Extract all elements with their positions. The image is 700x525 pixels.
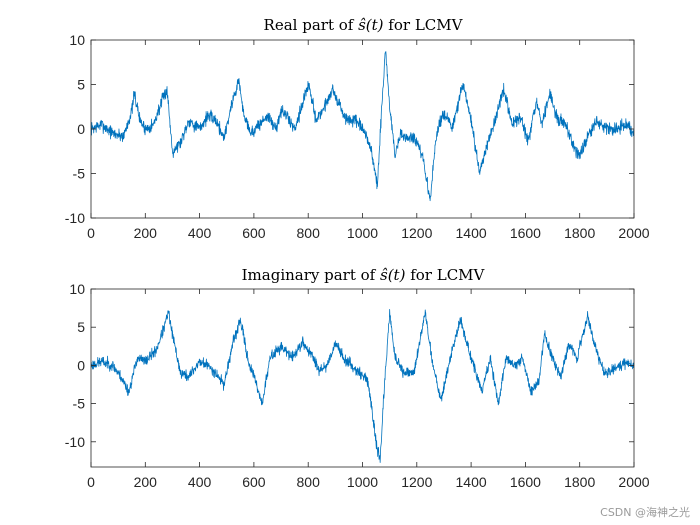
real-part-plot: Real part of ŝ(t) for LCMV 0 200 400 600 800… <box>65 16 650 241</box>
x-tick-label: 800 <box>297 225 321 241</box>
y-tick-label: 5 <box>77 319 85 335</box>
x-tick-label: 2000 <box>618 225 649 241</box>
x-tick-label: 2000 <box>618 474 649 490</box>
y-tick-label: 0 <box>77 357 85 373</box>
x-tick-label: 0 <box>87 225 95 241</box>
x-tick-label: 1200 <box>401 225 432 241</box>
y-tick-label: -10 <box>65 210 85 226</box>
signal-line-0 <box>91 51 634 202</box>
x-tick-label: 1000 <box>347 474 378 490</box>
y-tick-label: -5 <box>73 166 86 182</box>
x-tick-label: 400 <box>188 474 212 490</box>
imaginary-part-title: Imaginary part of ŝ(t) for LCMV <box>242 266 486 284</box>
x-tick-label: 600 <box>242 225 266 241</box>
real-part-title: Real part of ŝ(t) for LCMV <box>264 16 464 34</box>
y-tick-label: -10 <box>65 434 85 450</box>
x-tick-label: 200 <box>134 474 158 490</box>
x-tick-label: 1200 <box>401 474 432 490</box>
x-tick-label: 200 <box>134 225 158 241</box>
y-tick-label: 10 <box>69 32 85 48</box>
x-tick-label: 0 <box>87 474 95 490</box>
x-tick-label: 1600 <box>510 474 541 490</box>
y-tick-label: 10 <box>69 281 85 297</box>
x-tick-label: 1400 <box>456 474 487 490</box>
x-tick-label: 1600 <box>510 225 541 241</box>
watermark-text: CSDN @海神之光 <box>600 505 690 519</box>
x-tick-label: 1000 <box>347 225 378 241</box>
x-tick-label: 1800 <box>564 474 595 490</box>
y-tick-label: 5 <box>77 77 85 93</box>
x-tick-label: 800 <box>297 474 321 490</box>
signal-line-1 <box>91 309 634 463</box>
y-tick-label: 0 <box>77 121 85 137</box>
y-tick-label: -5 <box>73 396 86 412</box>
x-tick-label: 400 <box>188 225 212 241</box>
x-tick-label: 600 <box>242 474 266 490</box>
x-tick-label: 1800 <box>564 225 595 241</box>
imaginary-part-plot: Imaginary part of ŝ(t) for LCMV 0 200 400 6… <box>65 266 650 490</box>
x-tick-label: 1400 <box>456 225 487 241</box>
